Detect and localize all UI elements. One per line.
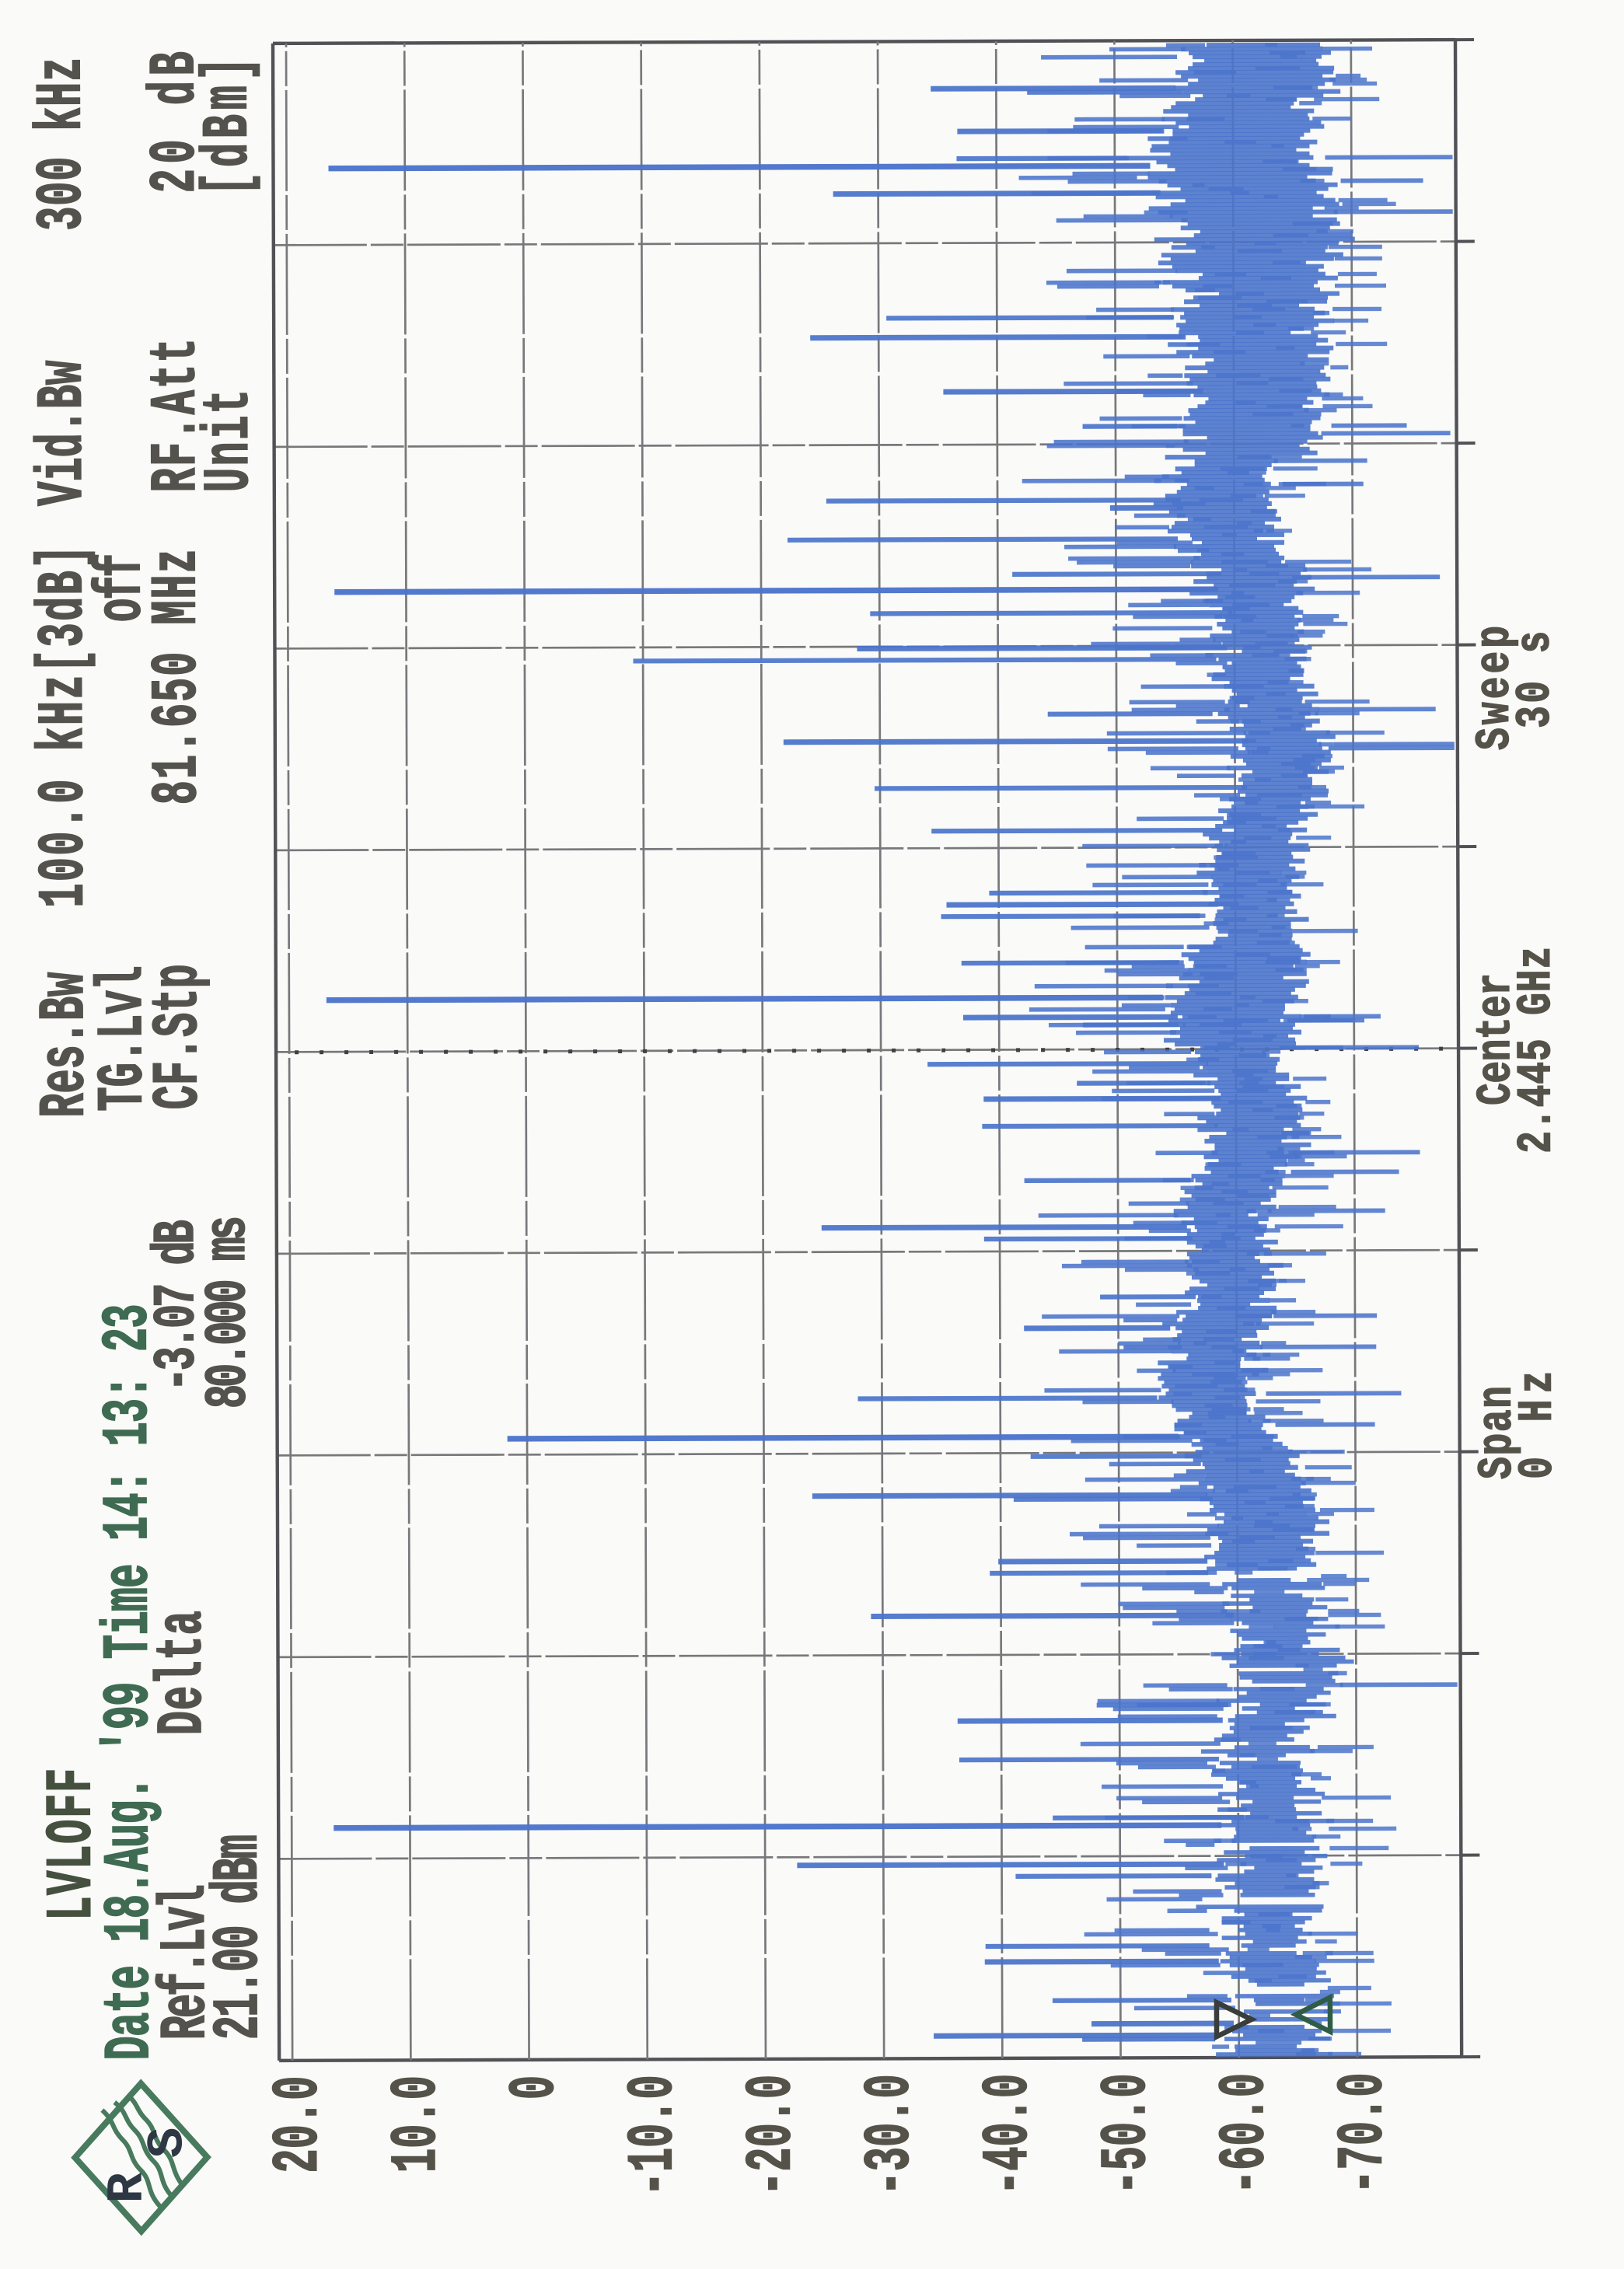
svg-text:-10.0: -10.0: [616, 2075, 690, 2196]
svg-text:TG.Lvl: TG.Lvl: [86, 965, 160, 1111]
svg-text:Date 18.Aug. '99 Time 14: 13:: Date 18.Aug. '99 Time 14: 13: 23: [92, 1304, 168, 2060]
svg-text:-50.0: -50.0: [1090, 2073, 1164, 2194]
svg-text:R: R: [99, 2172, 157, 2203]
svg-text:-30.0: -30.0: [854, 2074, 927, 2195]
svg-text:21.00 dBm: 21.00 dBm: [202, 1834, 277, 2040]
svg-text:80.000 ms: 80.000 ms: [196, 1216, 263, 1409]
svg-text:S: S: [138, 2128, 197, 2159]
svg-text:off: off: [86, 553, 159, 622]
svg-text:Center: Center: [1469, 973, 1524, 1105]
svg-text:[dBm]: [dBm]: [192, 57, 266, 196]
svg-text:2.445 GHz: 2.445 GHz: [1509, 947, 1564, 1154]
svg-text:-3.07 dB: -3.07 dB: [145, 1220, 211, 1391]
svg-text:Delta: Delta: [146, 1611, 220, 1735]
svg-text:Ref.Lvl: Ref.Lvl: [149, 1884, 223, 2040]
svg-text:-40.0: -40.0: [972, 2074, 1046, 2195]
svg-text:Unit: Unit: [193, 389, 267, 492]
svg-text:0: 0: [498, 2075, 572, 2100]
svg-text:10.0: 10.0: [380, 2075, 454, 2173]
svg-text:Sweep: Sweep: [1468, 626, 1523, 750]
svg-text:-60.0: -60.0: [1208, 2073, 1282, 2194]
svg-text:Vid.Bw: Vid.Bw: [26, 360, 100, 506]
svg-text:Res.Bw: Res.Bw: [28, 972, 102, 1118]
svg-text:-70.0: -70.0: [1326, 2072, 1400, 2194]
svg-text:300 kHz: 300 kHz: [26, 58, 100, 231]
svg-text:20 dB: 20 dB: [138, 51, 212, 193]
svg-text:CF.Stp: CF.Stp: [141, 964, 215, 1109]
svg-text:20.0: 20.0: [262, 2075, 336, 2173]
svg-text:-20.0: -20.0: [735, 2075, 809, 2196]
svg-text:Span: Span: [1470, 1386, 1525, 1479]
svg-text:81.650 MHz: 81.650 MHz: [140, 549, 215, 805]
